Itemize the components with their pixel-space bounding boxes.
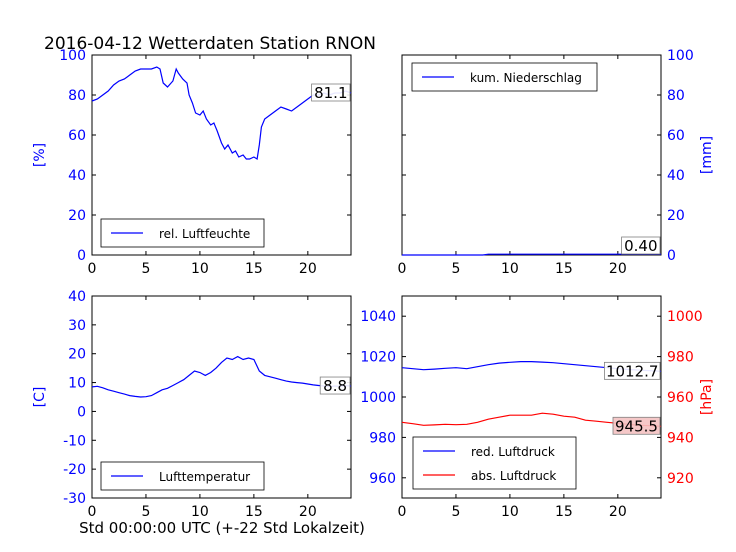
legend-label: rel. Luftfeuchte [159, 227, 250, 241]
y-tick-label: 1020 [360, 350, 396, 366]
annotation-box [311, 83, 351, 102]
annotation-label: 8.8 [323, 377, 347, 395]
y-tick-label: 980 [369, 430, 396, 446]
x-tick-label: 5 [141, 504, 150, 520]
panel-top-left: 0 5 10 15 20 0 20 40 60 80 100 [%] 81.1 rel. Luftfeuc… [32, 48, 352, 277]
y-tick-label: 80 [68, 88, 86, 104]
x-tick-label: 10 [501, 261, 519, 277]
x-tick-label: 0 [88, 504, 97, 520]
y-tick-label: 20 [68, 347, 86, 363]
x-tick-label: 10 [191, 261, 209, 277]
legend-label: Lufttemperatur [159, 470, 250, 484]
x-tick-label: 10 [191, 504, 209, 520]
series-line-1 [402, 253, 661, 256]
x-tick-label: 0 [88, 261, 97, 277]
y-tick-label-right: 980 [667, 350, 694, 366]
x-tick-label: 10 [501, 504, 519, 520]
y-tick-label: 0 [77, 248, 86, 264]
y-axis-label: [hPa] [699, 379, 715, 415]
x-tick-label: 5 [141, 261, 150, 277]
panel-top-right: 0 5 10 15 20 0 20 40 60 80 100 [mm] 0.40 kum. Nieders… [398, 48, 715, 277]
panel-bottom-left: 0 5 10 15 20 -30 -20 -10 0 10 20 30 40 [C] 8.8 Lufttemp… [32, 289, 352, 520]
y-tick-label-right: 40 [667, 168, 685, 184]
y-tick-label: 100 [59, 48, 86, 64]
annotation-box [319, 376, 351, 395]
x-tick-label: 0 [398, 261, 407, 277]
y-tick-label-right: 920 [667, 471, 694, 487]
x-tick-label: 20 [609, 261, 627, 277]
y-tick-label-right: 940 [667, 430, 694, 446]
legend-label: abs. Luftdruck [471, 469, 556, 483]
y-tick-label-right: 0 [667, 248, 676, 264]
y-tick-label: 1000 [360, 390, 396, 406]
y-tick-label: -10 [63, 433, 86, 449]
y-tick-label-right: 100 [667, 48, 694, 64]
x-axis-label: Std 00:00:00 UTC (+-22 Std Lokalzeit) [79, 519, 365, 537]
series-line-1 [91, 66, 352, 160]
annotation-box [604, 361, 661, 380]
y-tick-label: 0 [77, 404, 86, 420]
annotation-box [621, 236, 661, 255]
axes-frame [401, 54, 662, 256]
y-tick-label-right: 960 [667, 390, 694, 406]
y-tick-label: 20 [68, 208, 86, 224]
legend-label: red. Luftdruck [471, 445, 555, 459]
y-tick-label: 960 [369, 471, 396, 487]
annotation-label: 1012.7 [606, 362, 659, 380]
legend-box [412, 436, 577, 490]
legend-label: kum. Niederschlag [470, 71, 582, 85]
y-tick-label: 1040 [360, 309, 396, 325]
x-tick-label: 15 [555, 504, 573, 520]
x-tick-label: 5 [451, 261, 460, 277]
x-tick-label: 15 [555, 261, 573, 277]
annotation-label: 945.5 [615, 417, 658, 435]
y-axis-label: [mm] [699, 136, 715, 174]
annotation-label: 0.40 [624, 237, 657, 255]
y-tick-label-right: 20 [667, 208, 685, 224]
y-tick-label-right: 80 [667, 88, 685, 104]
annotation-box [612, 416, 661, 435]
annotation-label: 81.1 [314, 84, 347, 102]
x-tick-label: 20 [609, 504, 627, 520]
y-tick-label: 10 [68, 376, 86, 392]
panel-bottom-right: 0 5 10 15 20 960 980 1000 1020 1040 920 940 960 980 10… [360, 295, 715, 520]
y-tick-label: -30 [63, 491, 86, 507]
y-tick-label-right: 60 [667, 128, 685, 144]
chart-title: 2016-04-12 Wetterdaten Station RNON [44, 34, 376, 54]
y-tick-label: 40 [68, 289, 86, 305]
x-tick-label: 15 [245, 261, 263, 277]
x-tick-label: 20 [299, 261, 317, 277]
y-tick-label: 30 [68, 318, 86, 334]
x-tick-label: 5 [451, 504, 460, 520]
series-line-1 [91, 355, 352, 398]
y-tick-label: -20 [63, 462, 86, 478]
axes-frame [91, 54, 352, 256]
x-tick-label: 20 [299, 504, 317, 520]
y-axis-label: [C] [32, 387, 48, 408]
x-tick-label: 15 [245, 504, 263, 520]
x-tick-label: 0 [398, 504, 407, 520]
y-tick-label-right: 1000 [667, 309, 703, 325]
y-tick-label: 40 [68, 168, 86, 184]
axes-frame [91, 295, 352, 499]
y-axis-label: [%] [32, 143, 48, 167]
y-tick-label: 60 [68, 128, 86, 144]
